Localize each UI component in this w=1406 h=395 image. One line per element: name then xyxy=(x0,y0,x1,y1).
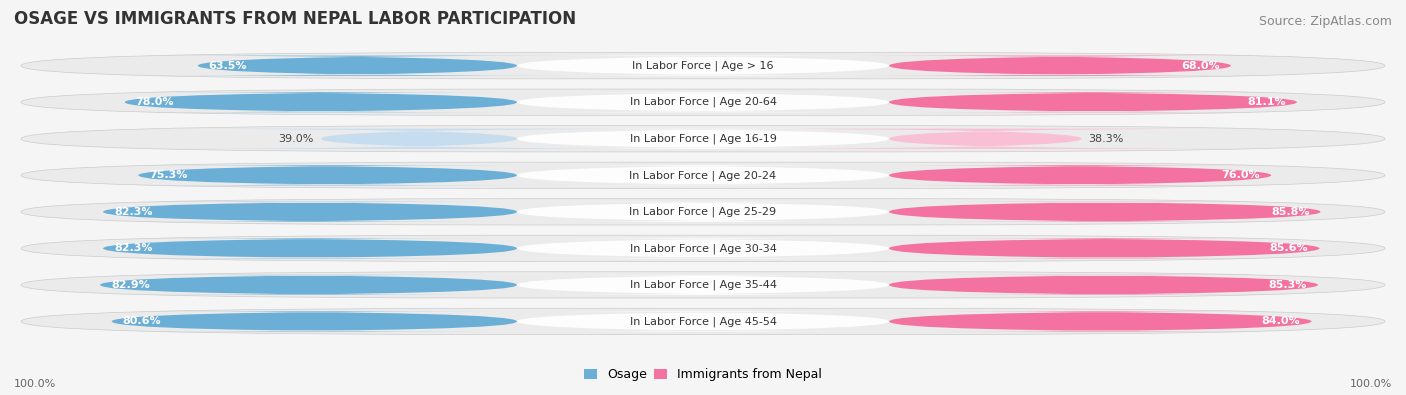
Text: 100.0%: 100.0% xyxy=(1350,379,1392,389)
Text: 75.3%: 75.3% xyxy=(149,170,187,180)
FancyBboxPatch shape xyxy=(21,126,1385,152)
FancyBboxPatch shape xyxy=(103,238,517,258)
FancyBboxPatch shape xyxy=(889,311,1312,331)
FancyBboxPatch shape xyxy=(21,53,1385,79)
Text: 39.0%: 39.0% xyxy=(278,134,314,144)
Text: In Labor Force | Age > 16: In Labor Force | Age > 16 xyxy=(633,60,773,71)
FancyBboxPatch shape xyxy=(510,56,896,76)
Text: In Labor Force | Age 35-44: In Labor Force | Age 35-44 xyxy=(630,280,776,290)
Text: 85.6%: 85.6% xyxy=(1270,243,1309,253)
Text: 68.0%: 68.0% xyxy=(1181,61,1220,71)
Text: 76.0%: 76.0% xyxy=(1222,170,1260,180)
FancyBboxPatch shape xyxy=(21,89,1385,115)
FancyBboxPatch shape xyxy=(21,308,1385,335)
FancyBboxPatch shape xyxy=(111,311,517,331)
FancyBboxPatch shape xyxy=(510,202,896,222)
FancyBboxPatch shape xyxy=(21,199,1385,225)
Text: 84.0%: 84.0% xyxy=(1261,316,1301,326)
Legend: Osage, Immigrants from Nepal: Osage, Immigrants from Nepal xyxy=(579,363,827,386)
Text: 82.9%: 82.9% xyxy=(111,280,150,290)
FancyBboxPatch shape xyxy=(21,235,1385,261)
Text: In Labor Force | Age 20-24: In Labor Force | Age 20-24 xyxy=(630,170,776,181)
FancyBboxPatch shape xyxy=(125,92,517,112)
Text: 85.3%: 85.3% xyxy=(1268,280,1308,290)
Text: Source: ZipAtlas.com: Source: ZipAtlas.com xyxy=(1258,15,1392,28)
FancyBboxPatch shape xyxy=(889,92,1296,112)
Text: In Labor Force | Age 30-34: In Labor Force | Age 30-34 xyxy=(630,243,776,254)
FancyBboxPatch shape xyxy=(510,165,896,185)
FancyBboxPatch shape xyxy=(138,129,700,149)
Text: In Labor Force | Age 45-54: In Labor Force | Age 45-54 xyxy=(630,316,776,327)
Text: In Labor Force | Age 16-19: In Labor Force | Age 16-19 xyxy=(630,134,776,144)
FancyBboxPatch shape xyxy=(138,165,517,185)
Text: 38.3%: 38.3% xyxy=(1088,134,1123,144)
FancyBboxPatch shape xyxy=(510,92,896,112)
Text: 85.8%: 85.8% xyxy=(1271,207,1309,217)
FancyBboxPatch shape xyxy=(138,56,576,76)
Text: OSAGE VS IMMIGRANTS FROM NEPAL LABOR PARTICIPATION: OSAGE VS IMMIGRANTS FROM NEPAL LABOR PAR… xyxy=(14,9,576,28)
FancyBboxPatch shape xyxy=(510,311,896,331)
FancyBboxPatch shape xyxy=(889,275,1317,295)
FancyBboxPatch shape xyxy=(889,238,1319,258)
Text: 63.5%: 63.5% xyxy=(208,61,247,71)
FancyBboxPatch shape xyxy=(510,275,896,295)
FancyBboxPatch shape xyxy=(852,56,1268,76)
FancyBboxPatch shape xyxy=(889,165,1271,185)
FancyBboxPatch shape xyxy=(889,202,1320,222)
FancyBboxPatch shape xyxy=(510,238,896,258)
Text: 100.0%: 100.0% xyxy=(14,379,56,389)
Text: 81.1%: 81.1% xyxy=(1247,97,1286,107)
Text: 82.3%: 82.3% xyxy=(114,243,153,253)
Text: 82.3%: 82.3% xyxy=(114,207,153,217)
FancyBboxPatch shape xyxy=(21,272,1385,298)
Text: 80.6%: 80.6% xyxy=(122,316,162,326)
FancyBboxPatch shape xyxy=(703,129,1268,149)
FancyBboxPatch shape xyxy=(510,129,896,149)
Text: In Labor Force | Age 20-64: In Labor Force | Age 20-64 xyxy=(630,97,776,107)
Text: In Labor Force | Age 25-29: In Labor Force | Age 25-29 xyxy=(630,207,776,217)
FancyBboxPatch shape xyxy=(21,162,1385,188)
Text: 78.0%: 78.0% xyxy=(136,97,174,107)
FancyBboxPatch shape xyxy=(103,202,517,222)
FancyBboxPatch shape xyxy=(100,275,517,295)
